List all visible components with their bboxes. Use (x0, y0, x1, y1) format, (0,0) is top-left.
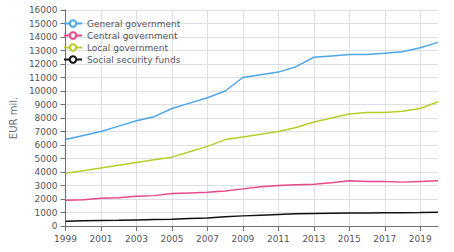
svg-text:2011: 2011 (267, 234, 290, 244)
svg-text:12000: 12000 (29, 59, 58, 69)
svg-text:2013: 2013 (302, 234, 325, 244)
svg-text:13000: 13000 (29, 46, 58, 56)
svg-text:15000: 15000 (29, 19, 58, 29)
svg-text:10000: 10000 (29, 86, 58, 96)
svg-text:EUR mil.: EUR mil. (8, 97, 19, 139)
svg-text:Local government: Local government (87, 43, 169, 53)
svg-text:2000: 2000 (35, 194, 58, 204)
svg-text:16000: 16000 (29, 5, 58, 15)
svg-text:2015: 2015 (338, 234, 361, 244)
svg-text:2017: 2017 (373, 234, 396, 244)
svg-text:Central government: Central government (87, 31, 178, 41)
svg-text:General government: General government (87, 19, 181, 29)
svg-text:2001: 2001 (90, 234, 113, 244)
svg-text:3000: 3000 (35, 181, 58, 191)
svg-text:1000: 1000 (35, 208, 58, 218)
svg-text:6000: 6000 (35, 140, 58, 150)
svg-text:2007: 2007 (196, 234, 219, 244)
svg-text:7000: 7000 (35, 127, 58, 137)
svg-text:1999: 1999 (54, 234, 77, 244)
svg-text:4000: 4000 (35, 167, 58, 177)
svg-text:9000: 9000 (35, 100, 58, 110)
svg-text:14000: 14000 (29, 32, 58, 42)
svg-text:2003: 2003 (125, 234, 148, 244)
svg-text:2019: 2019 (409, 234, 432, 244)
svg-text:Social security funds: Social security funds (87, 55, 181, 65)
svg-text:2009: 2009 (231, 234, 254, 244)
svg-text:11000: 11000 (29, 73, 58, 83)
svg-text:0: 0 (52, 221, 58, 231)
svg-text:5000: 5000 (35, 154, 58, 164)
svg-text:2005: 2005 (160, 234, 183, 244)
svg-text:8000: 8000 (35, 113, 58, 123)
